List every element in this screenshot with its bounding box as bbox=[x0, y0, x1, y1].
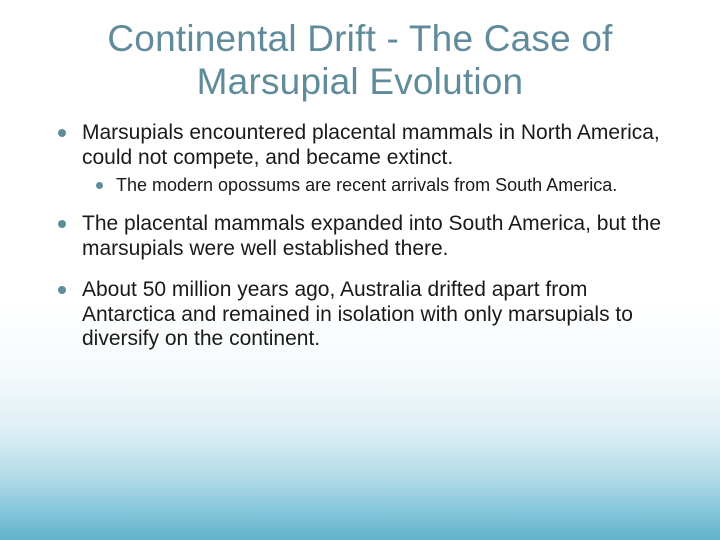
sub-list-item: The modern opossums are recent arrivals … bbox=[96, 175, 680, 197]
list-item: The placental mammals expanded into Sout… bbox=[58, 212, 680, 262]
sub-bullet-text: The modern opossums are recent arrivals … bbox=[116, 175, 617, 195]
list-item: About 50 million years ago, Australia dr… bbox=[58, 278, 680, 352]
slide-container: Continental Drift - The Case of Marsupia… bbox=[0, 0, 720, 540]
bullet-text: Marsupials encountered placental mammals… bbox=[82, 121, 660, 169]
bullet-list: Marsupials encountered placental mammals… bbox=[40, 121, 680, 352]
list-item: Marsupials encountered placental mammals… bbox=[58, 121, 680, 196]
bullet-text: About 50 million years ago, Australia dr… bbox=[82, 278, 633, 351]
slide-title: Continental Drift - The Case of Marsupia… bbox=[40, 18, 680, 103]
bullet-text: The placental mammals expanded into Sout… bbox=[82, 212, 661, 260]
sub-bullet-list: The modern opossums are recent arrivals … bbox=[82, 175, 680, 197]
